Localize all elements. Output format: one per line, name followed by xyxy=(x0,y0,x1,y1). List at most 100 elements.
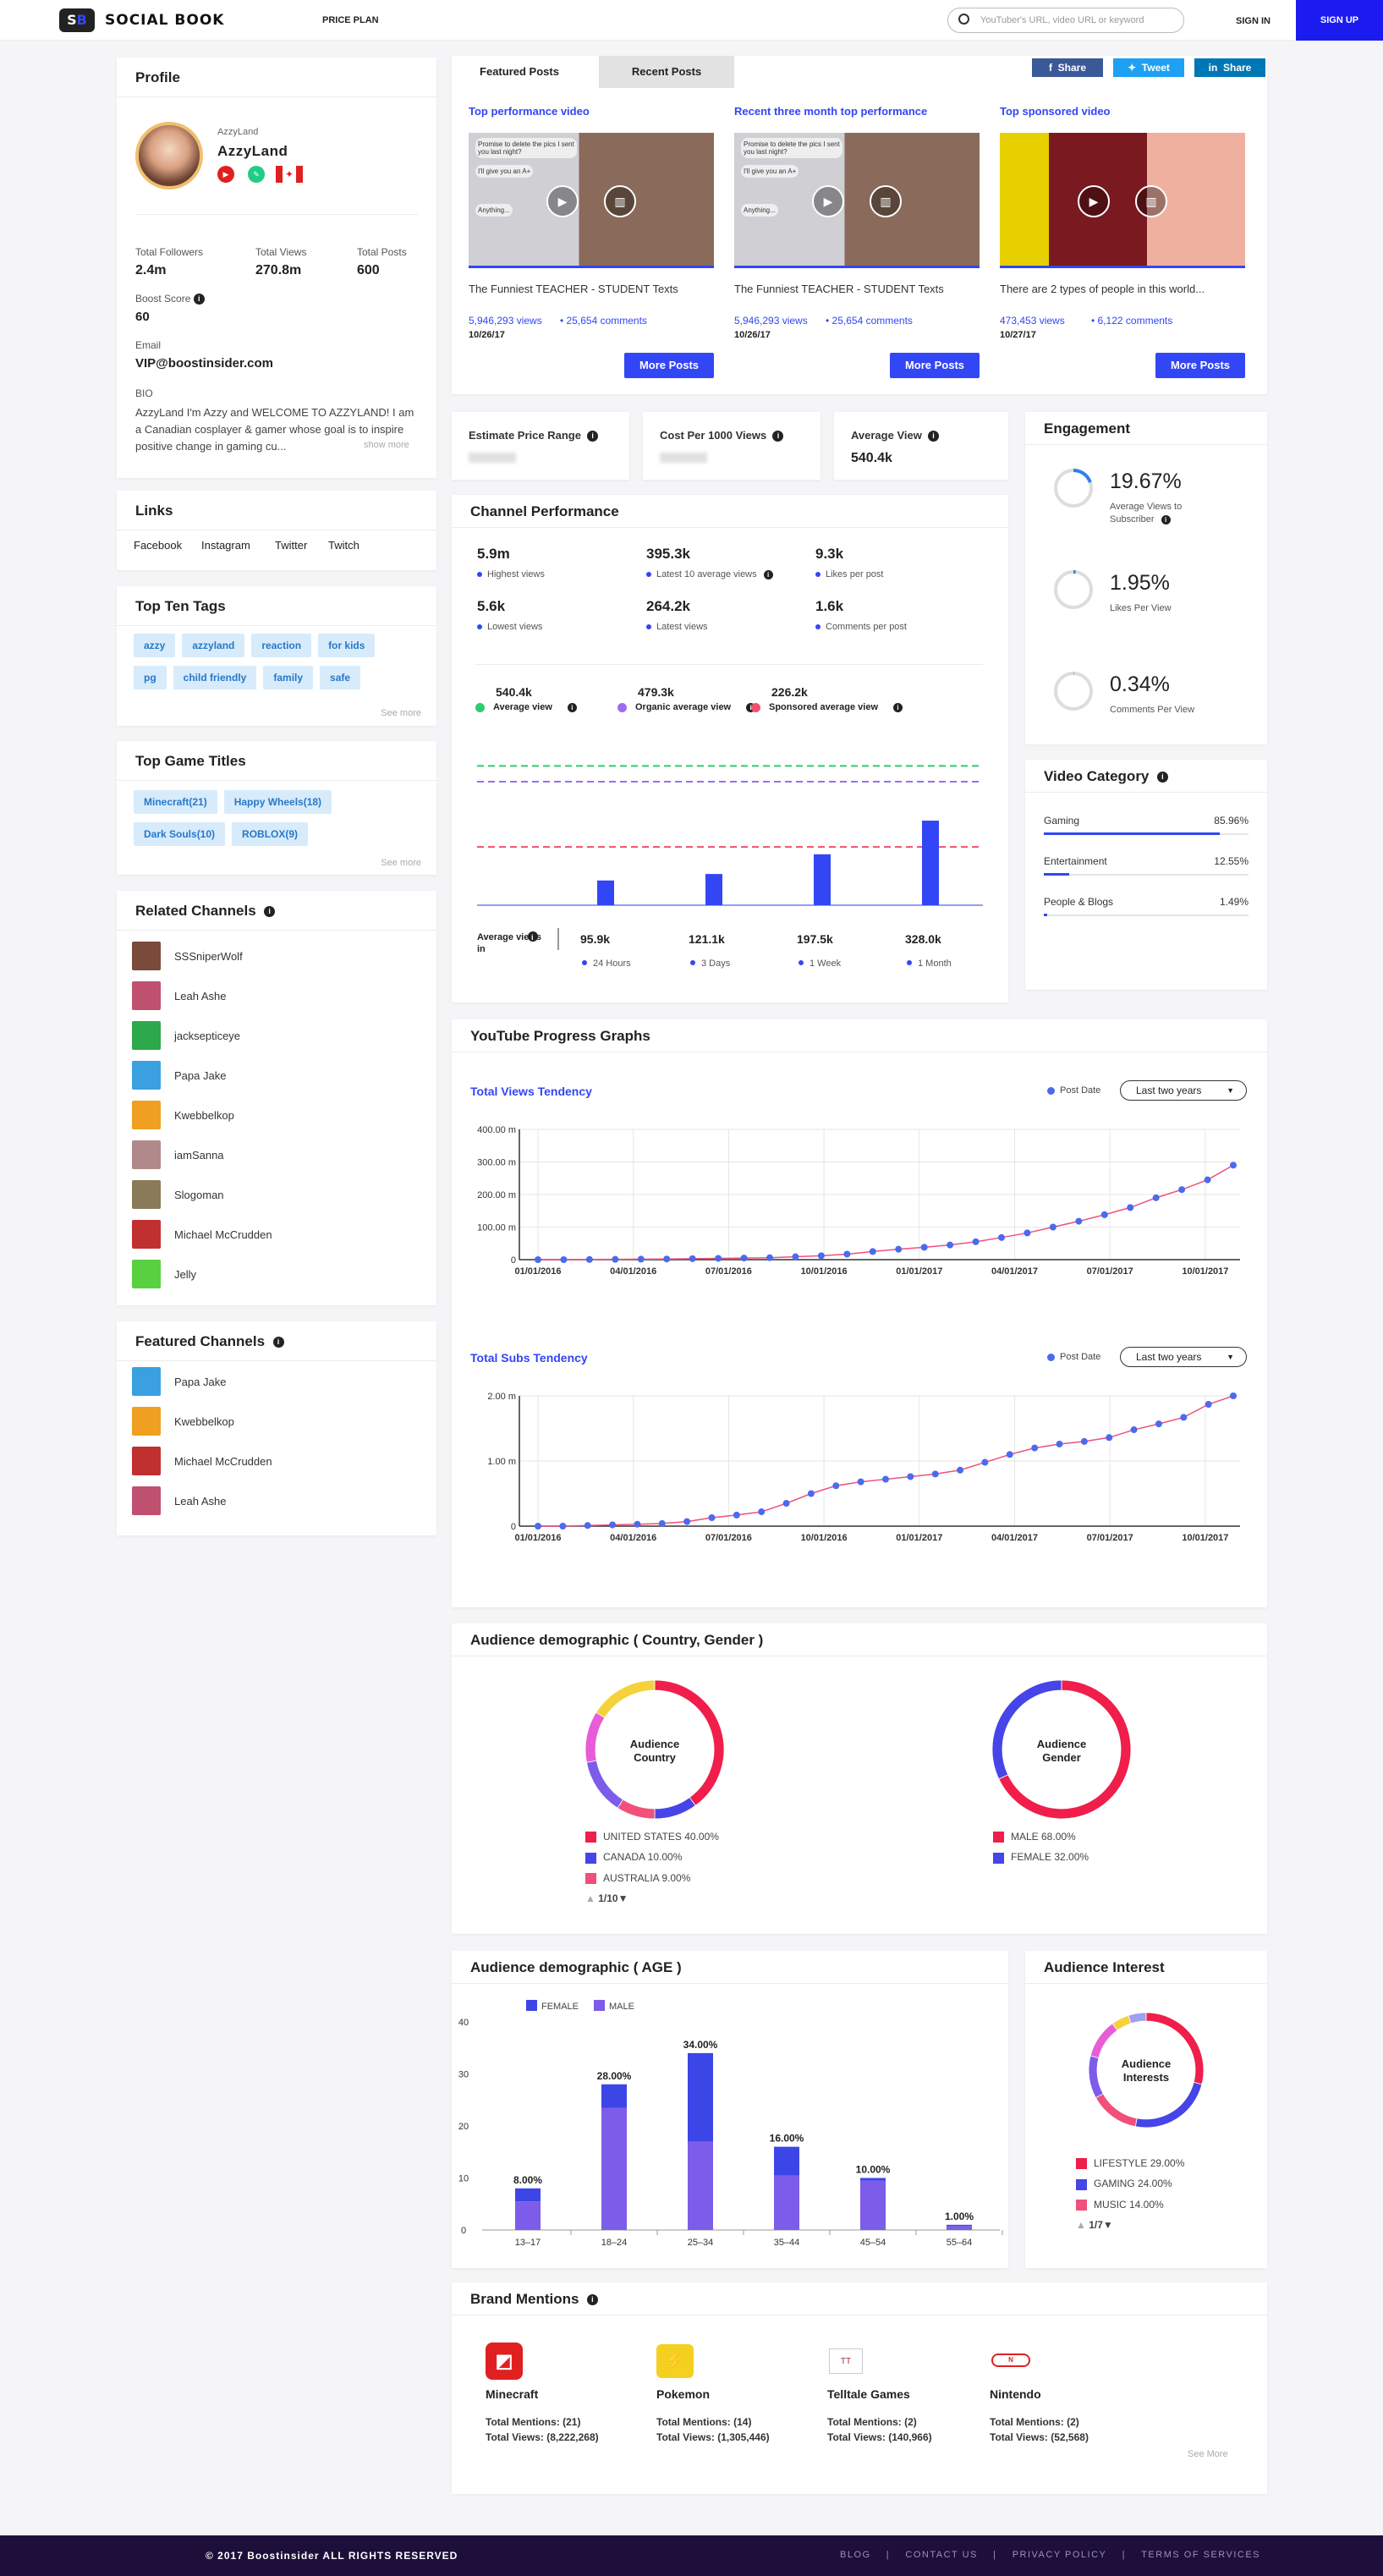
nav-price-plan[interactable]: PRICE PLAN xyxy=(322,15,379,25)
channel-row[interactable]: iamSanna xyxy=(132,1140,224,1169)
channel-name: Michael McCrudden xyxy=(174,1454,272,1468)
footer-link-privacy[interactable]: PRIVACY POLICY xyxy=(1012,2550,1107,2560)
brand-name[interactable]: Pokemon xyxy=(656,2387,711,2401)
video-thumbnail[interactable]: Promise to delete the pics I sent you la… xyxy=(734,133,980,268)
info-icon[interactable]: i xyxy=(928,431,940,442)
play-icon[interactable]: ▶ xyxy=(812,185,844,217)
channel-row[interactable]: Kwebbelkop xyxy=(132,1101,234,1129)
game-chip[interactable]: Happy Wheels(18) xyxy=(223,790,332,814)
channel-row[interactable]: Papa Jake xyxy=(132,1061,226,1090)
category-track xyxy=(1044,874,1249,876)
pager-up-icon[interactable]: ▲ xyxy=(585,1892,595,1904)
video-thumbnail[interactable]: Promise to delete the pics I sent you la… xyxy=(469,133,714,268)
pager-down-icon[interactable]: ▼ xyxy=(1102,2218,1113,2231)
linkedin-share-button[interactable]: in Share xyxy=(1194,58,1265,77)
stats-icon[interactable]: ▥ xyxy=(870,185,902,217)
more-posts-button[interactable]: More Posts xyxy=(624,353,714,378)
info-icon[interactable]: i xyxy=(193,294,205,305)
range-select[interactable]: Last two years ▼ xyxy=(1120,1347,1247,1367)
category-pct: 12.55% xyxy=(1214,855,1249,867)
metric-dot xyxy=(477,572,482,578)
channel-row[interactable]: Leah Ashe xyxy=(132,1486,226,1515)
see-more-link[interactable]: See More xyxy=(1188,2449,1228,2459)
stats-icon[interactable]: ▥ xyxy=(1135,185,1167,217)
channel-row[interactable]: Slogoman xyxy=(132,1180,224,1209)
footer-link-blog[interactable]: BLOG xyxy=(840,2550,871,2560)
tag-chip[interactable]: child friendly xyxy=(173,666,257,689)
channel-row[interactable]: Kwebbelkop xyxy=(132,1407,234,1436)
info-icon[interactable]: i xyxy=(772,431,784,442)
link-twitter[interactable]: Twitter xyxy=(275,539,308,552)
play-icon[interactable]: ▶ xyxy=(546,185,579,217)
info-icon[interactable]: i xyxy=(1156,772,1168,783)
footer-link-contact[interactable]: CONTACT US xyxy=(905,2550,978,2560)
info-icon[interactable]: i xyxy=(272,1337,284,1348)
game-chip[interactable]: Minecraft(21) xyxy=(134,790,217,814)
game-chip[interactable]: ROBLOX(9) xyxy=(232,822,309,846)
email-value[interactable]: VIP@boostinsider.com xyxy=(135,356,273,371)
info-icon[interactable]: i xyxy=(586,2294,598,2306)
info-icon[interactable]: i xyxy=(587,431,599,442)
info-icon[interactable]: i xyxy=(893,702,903,712)
channel-row[interactable]: Michael McCrudden xyxy=(132,1220,272,1249)
video-thumbnail[interactable]: ▶ ▥ xyxy=(1000,133,1245,268)
pager-up-icon[interactable]: ▲ xyxy=(1076,2218,1086,2231)
video-title[interactable]: The Funniest TEACHER - STUDENT Texts xyxy=(734,283,944,295)
stats-icon[interactable]: ▥ xyxy=(604,185,636,217)
tag-chip[interactable]: for kids xyxy=(318,634,376,657)
link-twitch[interactable]: Twitch xyxy=(328,539,359,552)
twitter-share-button[interactable]: ✦ Tweet xyxy=(1113,58,1184,77)
channel-row[interactable]: SSSniperWolf xyxy=(132,942,243,970)
info-icon[interactable]: i xyxy=(763,569,773,579)
avatar[interactable] xyxy=(135,122,203,189)
video-title[interactable]: The Funniest TEACHER - STUDENT Texts xyxy=(469,283,678,295)
link-instagram[interactable]: Instagram xyxy=(201,539,250,552)
data-point xyxy=(843,1250,851,1258)
see-more-link[interactable]: See more xyxy=(381,858,421,868)
channel-name: Leah Ashe xyxy=(174,1494,227,1508)
link-facebook[interactable]: Facebook xyxy=(134,539,183,552)
more-posts-button[interactable]: More Posts xyxy=(1155,353,1245,378)
brand-name[interactable]: Telltale Games xyxy=(827,2387,910,2401)
tag-chip[interactable]: azzyland xyxy=(182,634,245,657)
audience-interest-donut xyxy=(1088,2012,1205,2128)
pager-down-icon[interactable]: ▼ xyxy=(617,1892,628,1904)
tag-chip[interactable]: family xyxy=(263,666,314,689)
avg-label: Organic average view i xyxy=(617,702,756,712)
channel-row[interactable]: jacksepticeye xyxy=(132,1021,240,1050)
vine-icon[interactable]: ✎ xyxy=(248,166,265,183)
youtube-icon[interactable]: ▶ xyxy=(217,166,234,183)
tab-featured-posts[interactable]: Featured Posts xyxy=(452,56,587,88)
info-icon[interactable]: i xyxy=(746,702,756,712)
channel-row[interactable]: Jelly xyxy=(132,1260,196,1288)
channel-row[interactable]: Papa Jake xyxy=(132,1367,226,1396)
footer-link-terms[interactable]: TERMS OF SERVICES xyxy=(1141,2550,1261,2560)
legend-pager[interactable]: ▲ 1/7▼ xyxy=(1076,2219,1184,2231)
game-chip[interactable]: Dark Souls(10) xyxy=(134,822,226,846)
search-box[interactable]: YouTuber's URL, video URL or keyword xyxy=(947,8,1184,33)
tab-recent-posts[interactable]: Recent Posts xyxy=(599,56,734,88)
range-select[interactable]: Last two years ▼ xyxy=(1120,1080,1247,1101)
play-icon[interactable]: ▶ xyxy=(1078,185,1110,217)
facebook-share-button[interactable]: f Share xyxy=(1032,58,1103,77)
logo-text[interactable]: SOCIAL BOOK xyxy=(105,12,225,29)
tag-chip[interactable]: pg xyxy=(134,666,167,689)
channel-row[interactable]: Michael McCrudden xyxy=(132,1447,272,1475)
tag-chip[interactable]: safe xyxy=(320,666,361,689)
sign-up-button[interactable]: SIGN UP xyxy=(1296,0,1383,41)
legend-pager[interactable]: ▲ 1/10▼ xyxy=(585,1892,719,1904)
video-title[interactable]: There are 2 types of people in this worl… xyxy=(1000,283,1205,295)
info-icon[interactable]: i xyxy=(1161,514,1171,525)
tag-chip[interactable]: reaction xyxy=(251,634,312,657)
show-more-link[interactable]: show more xyxy=(360,440,409,450)
logo-mark[interactable]: SB xyxy=(59,8,95,32)
info-icon[interactable]: i xyxy=(264,906,276,918)
more-posts-button[interactable]: More Posts xyxy=(890,353,980,378)
sign-in-link[interactable]: SIGN IN xyxy=(1236,16,1270,26)
brand-name[interactable]: Nintendo xyxy=(990,2387,1041,2401)
see-more-link[interactable]: See more xyxy=(381,708,421,718)
brand-name[interactable]: Minecraft xyxy=(486,2387,539,2401)
channel-row[interactable]: Leah Ashe xyxy=(132,981,226,1010)
info-icon[interactable]: i xyxy=(567,702,577,712)
tag-chip[interactable]: azzy xyxy=(134,634,176,657)
